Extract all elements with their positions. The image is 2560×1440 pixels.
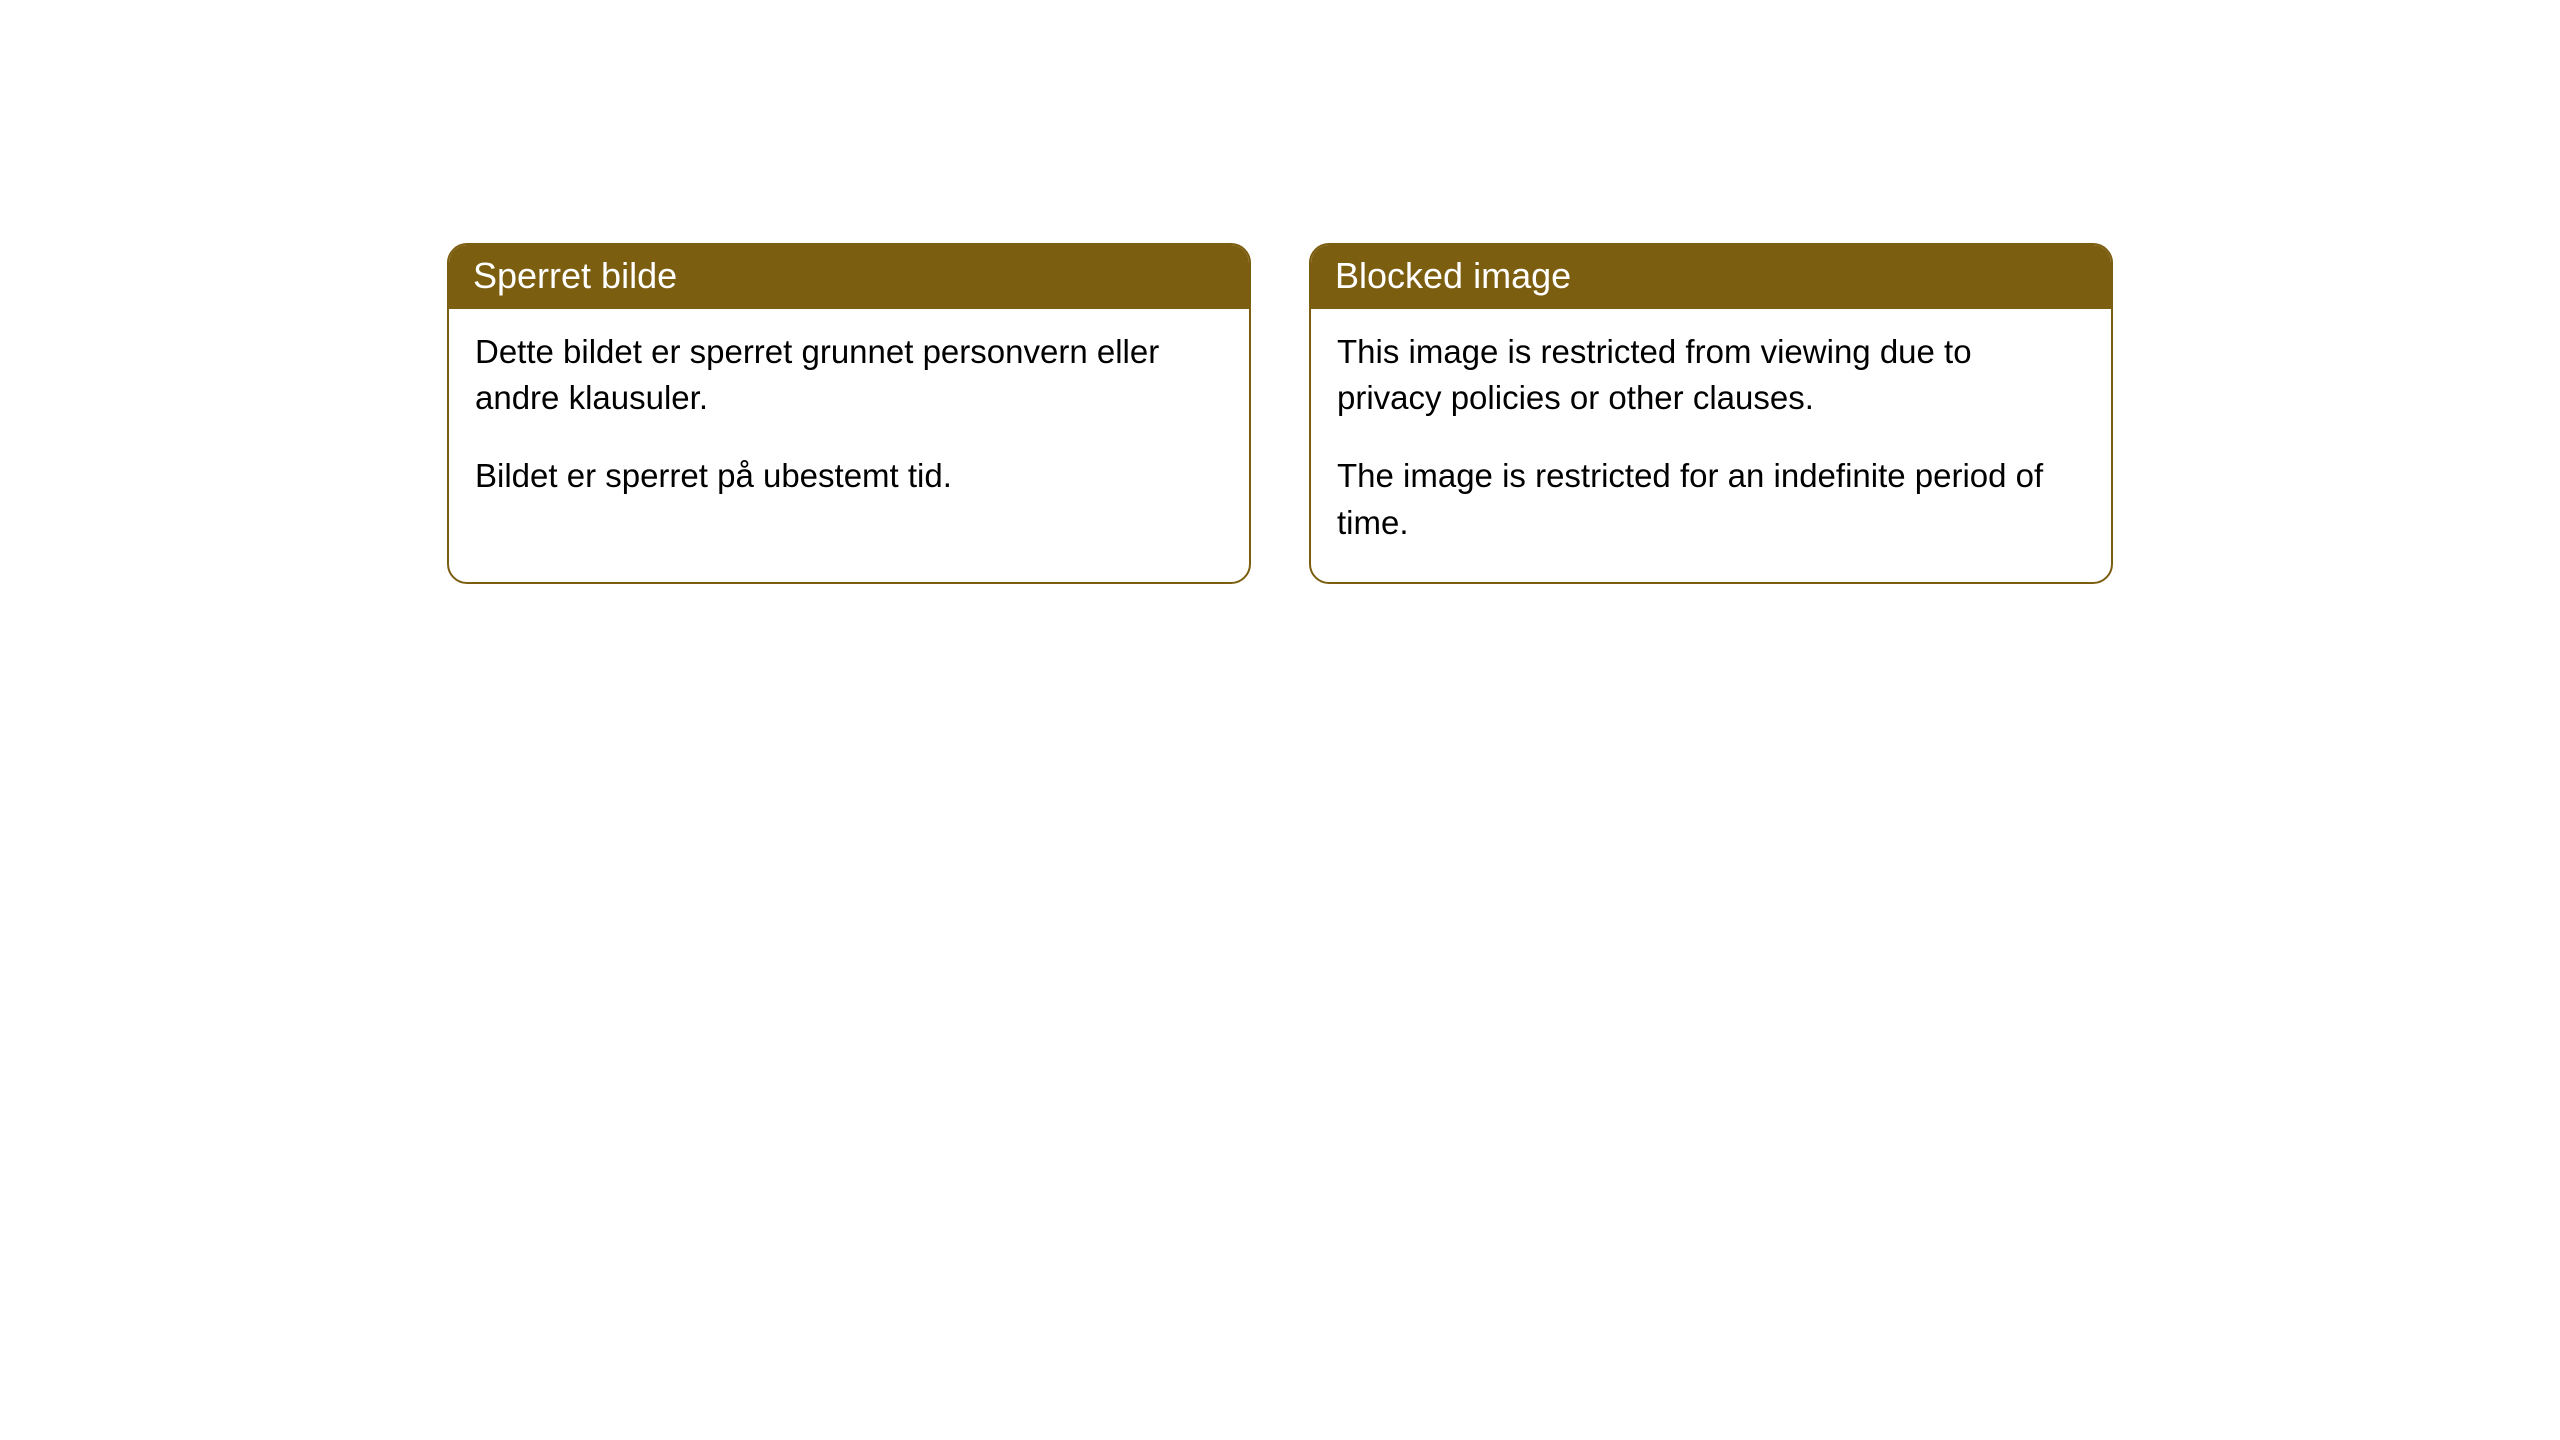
notice-card-norwegian: Sperret bilde Dette bildet er sperret gr… — [447, 243, 1251, 584]
card-body-english: This image is restricted from viewing du… — [1311, 309, 2111, 582]
card-title-norwegian: Sperret bilde — [449, 245, 1249, 309]
card-paragraph: Bildet er sperret på ubestemt tid. — [475, 453, 1223, 499]
notice-card-english: Blocked image This image is restricted f… — [1309, 243, 2113, 584]
card-paragraph: This image is restricted from viewing du… — [1337, 329, 2085, 421]
card-paragraph: Dette bildet er sperret grunnet personve… — [475, 329, 1223, 421]
card-title-english: Blocked image — [1311, 245, 2111, 309]
notice-cards-container: Sperret bilde Dette bildet er sperret gr… — [447, 243, 2560, 584]
card-paragraph: The image is restricted for an indefinit… — [1337, 453, 2085, 545]
card-body-norwegian: Dette bildet er sperret grunnet personve… — [449, 309, 1249, 536]
